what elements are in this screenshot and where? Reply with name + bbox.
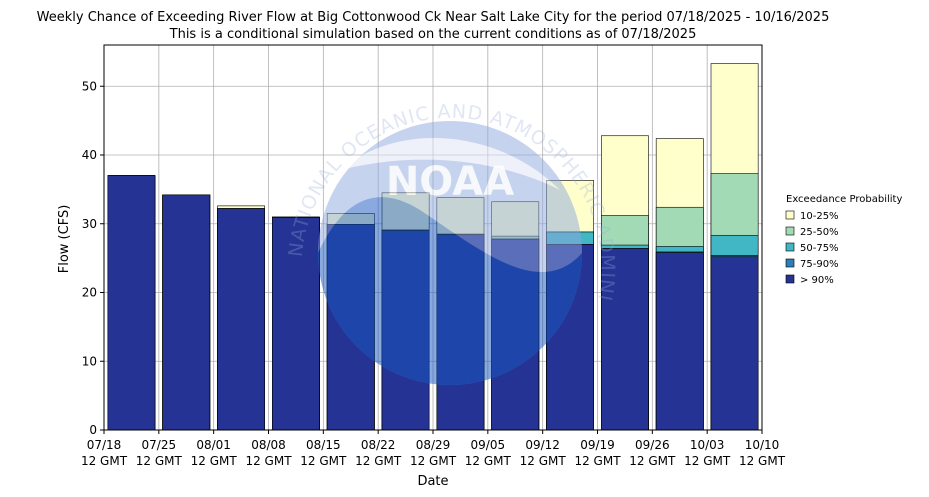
x-tick-label-date: 09/12	[525, 438, 560, 452]
legend-entry: 75-90%	[800, 259, 839, 270]
bar-p90-week-2	[162, 194, 211, 431]
x-tick-label-date: 10/10	[745, 438, 780, 452]
x-tick-label-time: 12 GMT	[410, 454, 457, 468]
y-tick-label: 20	[82, 286, 97, 300]
x-axis-label: Date	[417, 474, 448, 489]
legend-entry: 50-75%	[800, 243, 839, 254]
x-tick-label-time: 12 GMT	[300, 454, 347, 468]
chart-subtitle: This is a conditional simulation based o…	[169, 27, 697, 42]
x-tick-label-time: 12 GMT	[191, 454, 238, 468]
x-tick-label-time: 12 GMT	[136, 454, 183, 468]
x-tick-label-time: 12 GMT	[81, 454, 128, 468]
axes: 0 10 20 30 40 50 07/18 12 GMT 07/25 12 GMT 08/01 12…	[81, 44, 786, 468]
x-tick-label-date: 08/01	[196, 438, 231, 452]
bar-p90-week-11	[655, 252, 704, 431]
bar-p90-week-4	[272, 217, 320, 431]
x-tick-label-time: 12 GMT	[684, 454, 731, 468]
y-axis-label: Flow (CFS)	[57, 205, 72, 274]
y-tick-label: 30	[82, 217, 97, 231]
bar-p90-week-10	[601, 248, 649, 431]
x-tick-label-date: 09/26	[635, 438, 670, 452]
legend-title: Exceedance Probability	[786, 194, 902, 205]
y-tick-label: 50	[82, 79, 97, 93]
x-tick-label-date: 09/05	[471, 438, 506, 452]
x-tick-label-time: 12 GMT	[355, 454, 402, 468]
bar-p90-week-1	[107, 175, 156, 431]
x-tick-label-time: 12 GMT	[520, 454, 567, 468]
x-tick-label-time: 12 GMT	[629, 454, 676, 468]
x-tick-label-date: 07/18	[87, 438, 122, 452]
x-tick-label-time: 12 GMT	[574, 454, 621, 468]
x-tick-label-date: 10/03	[690, 438, 725, 452]
y-tick-label: 0	[89, 423, 97, 437]
legend-swatch	[785, 226, 795, 236]
legend-swatch	[785, 242, 795, 252]
legend-swatch	[785, 274, 795, 284]
x-tick-label-date: 08/29	[416, 438, 451, 452]
legend-entry: 25-50%	[800, 227, 839, 238]
x-tick-label-date: 08/15	[306, 438, 341, 452]
x-tick-label-date: 08/22	[361, 438, 396, 452]
bar-p90-week-12	[710, 256, 759, 431]
chart-title: Weekly Chance of Exceeding River Flow at…	[37, 10, 830, 25]
x-tick-label-time: 12 GMT	[245, 454, 292, 468]
y-tick-label: 40	[82, 148, 97, 162]
svg-text:NOAA: NOAA	[386, 159, 514, 205]
legend-swatch	[785, 210, 795, 220]
legend-entry: 10-25%	[800, 211, 839, 222]
legend-entry: > 90%	[800, 275, 834, 286]
x-tick-label-time: 12 GMT	[465, 454, 512, 468]
legend-swatch	[785, 258, 795, 268]
x-tick-label-date: 09/19	[580, 438, 615, 452]
bar-p90-week-3	[217, 208, 265, 431]
x-tick-label-date: 08/08	[251, 438, 286, 452]
x-tick-label-date: 07/25	[142, 438, 177, 452]
x-tick-label-time: 12 GMT	[739, 454, 786, 468]
legend: Exceedance Probability 10-25% 25-50% 50-75%…	[785, 194, 902, 286]
y-tick-label: 10	[82, 354, 97, 368]
